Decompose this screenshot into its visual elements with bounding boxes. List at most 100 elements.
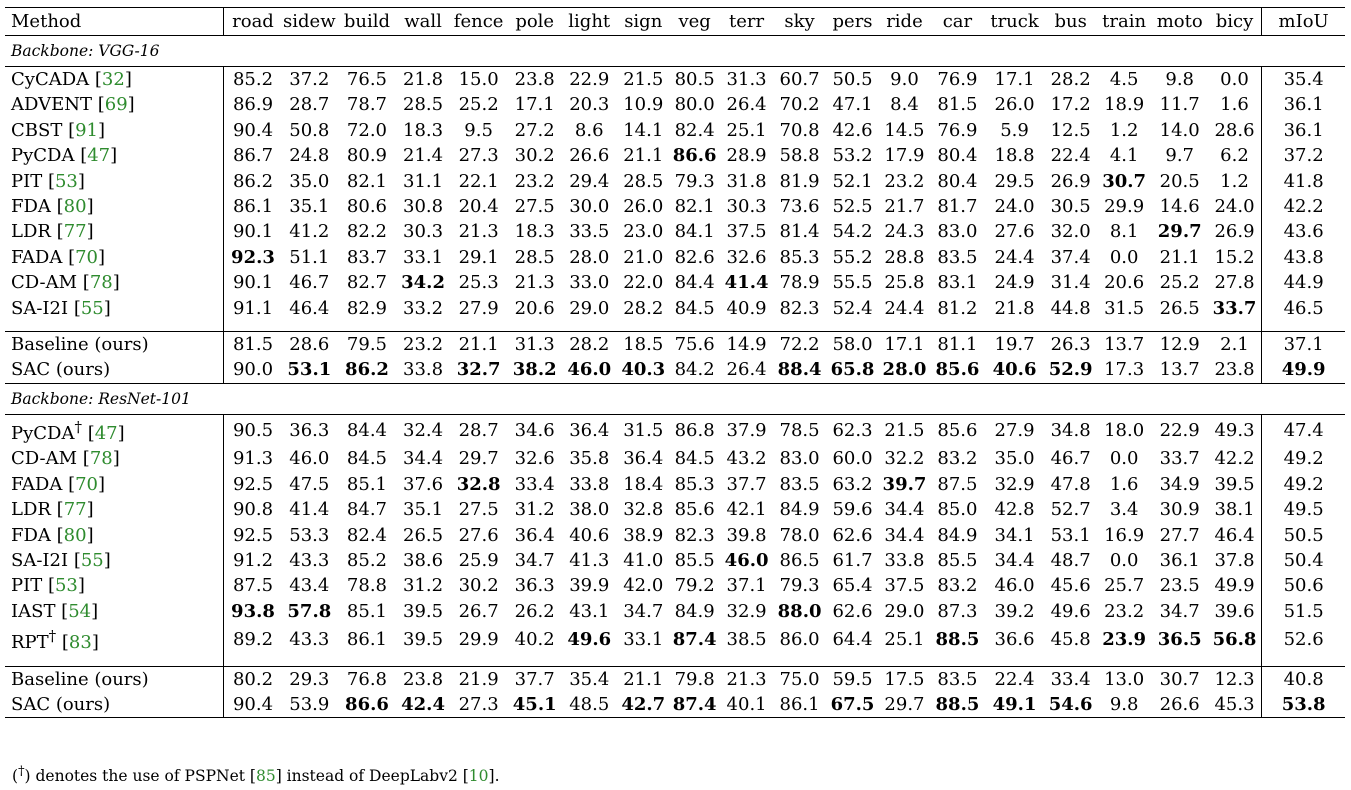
value-cell-car: 83.2 xyxy=(937,575,978,597)
value-cell-train: 17.3 xyxy=(1104,359,1145,381)
value-cell-moto: 29.7 xyxy=(1152,219,1208,244)
value-cell-light: 39.9 xyxy=(569,575,610,597)
value-cell-ride: 17.9 xyxy=(884,145,925,167)
value-cell-truck: 18.8 xyxy=(994,145,1035,167)
results-table: Method road sidew build wall fence pole light si… xyxy=(5,7,1345,719)
value-cell-ride: 34.4 xyxy=(884,524,925,546)
value-cell-light: 33.0 xyxy=(569,272,610,294)
value-cell-light: 48.5 xyxy=(560,691,618,719)
value-cell-car: 76.9 xyxy=(930,66,985,93)
value-cell-sidew: 43.3 xyxy=(289,629,330,651)
citation-link[interactable]: 47 xyxy=(87,145,111,167)
table-body: Backbone: VGG-16 CyCADA [32] 85.2 37.2 76.5 2… xyxy=(5,35,1345,719)
value-cell-veg: 85.6 xyxy=(674,499,715,521)
citation-link[interactable]: 47 xyxy=(94,422,118,444)
value-cell-car: 80.4 xyxy=(937,170,978,192)
value-cell-pers: 42.6 xyxy=(832,119,873,141)
citation-link[interactable]: 91 xyxy=(75,119,98,141)
value-cell-sidew: 24.8 xyxy=(289,145,330,167)
citation-link[interactable]: 53 xyxy=(54,170,78,192)
value-cell-bus: 44.8 xyxy=(1050,297,1091,319)
column-header-build: build xyxy=(336,7,398,36)
citation-link[interactable]: 77 xyxy=(63,221,87,243)
value-cell-light: 29.4 xyxy=(569,170,610,192)
citation-link[interactable]: 80 xyxy=(63,524,87,546)
value-cell-fence: 26.7 xyxy=(458,600,499,622)
value-cell-sign: 42.7 xyxy=(617,691,669,719)
method-name: FADA xyxy=(11,246,63,268)
value-cell-pers: 50.5 xyxy=(826,66,879,93)
method-name: SAC (ours) xyxy=(11,693,111,715)
value-cell-sky: 82.3 xyxy=(779,297,820,319)
method-cell: Baseline (ours) xyxy=(5,331,224,358)
method-name: RPT xyxy=(11,632,49,654)
citation-link[interactable]: 78 xyxy=(89,448,113,470)
value-cell-sky: 78.0 xyxy=(779,524,820,546)
best-value: 65.8 xyxy=(830,359,875,381)
value-cell-car: 85.0 xyxy=(937,499,978,521)
value-cell-fence: 21.1 xyxy=(448,331,509,358)
citation-link[interactable]: 55 xyxy=(80,549,104,571)
value-cell-veg: 79.3 xyxy=(674,170,715,192)
citation-link[interactable]: 77 xyxy=(63,499,87,521)
table-row: ADVENT [69] 86.9 28.7 78.7 28.5 25.2 17.1 20.3 1… xyxy=(5,92,1345,118)
best-value: 42.4 xyxy=(401,693,445,715)
value-cell-sky: 70.2 xyxy=(779,94,820,116)
footnote-ref-deeplab[interactable]: 10 xyxy=(468,767,489,786)
value-cell-sidew: 51.1 xyxy=(289,246,330,268)
value-cell-truck: 24.0 xyxy=(994,196,1035,218)
value-cell-train: 23.2 xyxy=(1104,600,1145,622)
best-value: 49.6 xyxy=(567,629,612,651)
value-cell-bus: 22.4 xyxy=(1050,145,1091,167)
value-cell-car: 83.5 xyxy=(937,246,978,268)
value-cell-wall: 37.6 xyxy=(403,473,444,495)
best-value: 87.4 xyxy=(672,693,717,715)
column-header-sky: sky xyxy=(772,7,827,36)
citation-link[interactable]: 32 xyxy=(101,69,125,90)
citation-link[interactable]: 70 xyxy=(75,473,99,495)
value-cell-sign: 34.7 xyxy=(623,600,664,622)
value-cell-miou: 37.2 xyxy=(1261,143,1345,169)
table-row: CBST [91] 90.4 50.8 72.0 18.3 9.5 27.2 8.6 14.1 8… xyxy=(5,117,1345,144)
footnote-ref-pspnet[interactable]: 85 xyxy=(255,767,276,786)
value-cell-road: 90.4 xyxy=(222,117,283,144)
value-cell-terr: 37.5 xyxy=(726,221,767,243)
value-cell-moto: 12.9 xyxy=(1151,331,1208,358)
value-cell-truck: 26.0 xyxy=(994,94,1035,116)
value-cell-veg: 84.4 xyxy=(674,272,715,294)
value-cell-wall: 26.5 xyxy=(403,524,444,546)
value-cell-ride: 25.8 xyxy=(884,272,925,294)
citation-link[interactable]: 55 xyxy=(80,297,104,319)
citation-link[interactable]: 69 xyxy=(104,94,128,116)
value-cell-truck: 24.9 xyxy=(994,272,1035,294)
value-cell-veg: 84.2 xyxy=(674,359,715,381)
value-cell-car: 85.5 xyxy=(937,549,978,571)
value-cell-bus: 26.9 xyxy=(1050,170,1091,192)
value-cell-light: 30.0 xyxy=(569,196,610,218)
value-cell-ride: 29.7 xyxy=(878,691,931,719)
citation-link[interactable]: 53 xyxy=(54,575,78,597)
citation-link[interactable]: 54 xyxy=(68,600,92,622)
value-cell-pers: 47.1 xyxy=(832,94,873,116)
value-cell-fence: 9.5 xyxy=(464,119,493,141)
best-value: 86.6 xyxy=(672,145,717,167)
value-cell-light: 8.6 xyxy=(574,119,604,141)
value-cell-truck: 34.4 xyxy=(994,549,1035,571)
citation-link[interactable]: 70 xyxy=(75,246,99,268)
table-row: SA-I2I [55] 91.2 43.3 85.2 38.6 25.9 34.7 41.3 4… xyxy=(5,547,1345,574)
value-cell-miou: 36.1 xyxy=(1261,117,1345,144)
citation-link[interactable]: 78 xyxy=(89,272,113,294)
value-cell-road: 90.1 xyxy=(222,270,283,296)
value-cell-wall: 32.4 xyxy=(397,413,449,447)
value-cell-bus: 30.5 xyxy=(1050,196,1091,218)
value-cell-bicy: 23.8 xyxy=(1214,359,1255,381)
value-cell-ride: 29.0 xyxy=(884,600,925,622)
value-cell-build: 78.7 xyxy=(346,94,387,116)
value-cell-pole: 23.8 xyxy=(508,66,561,93)
value-cell-bicy: 27.8 xyxy=(1214,272,1255,294)
citation-link[interactable]: 80 xyxy=(63,196,87,218)
value-cell-bicy: 38.1 xyxy=(1214,499,1255,521)
best-value: 57.8 xyxy=(287,600,332,622)
citation-link[interactable]: 83 xyxy=(68,632,92,654)
value-cell-ride: 33.8 xyxy=(884,549,925,571)
